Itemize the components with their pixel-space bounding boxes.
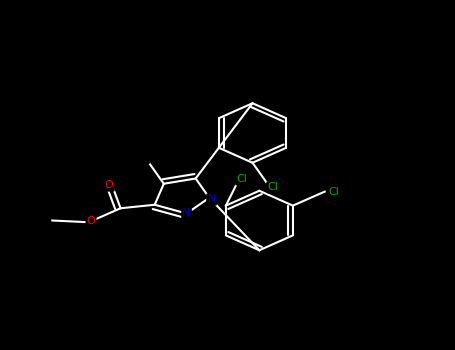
Text: O: O <box>86 216 96 225</box>
Text: Cl: Cl <box>236 174 247 184</box>
Text: N: N <box>182 209 191 218</box>
Text: Cl: Cl <box>329 187 339 197</box>
Text: N: N <box>207 195 216 204</box>
Text: O: O <box>105 181 114 190</box>
Text: Cl: Cl <box>268 182 278 192</box>
